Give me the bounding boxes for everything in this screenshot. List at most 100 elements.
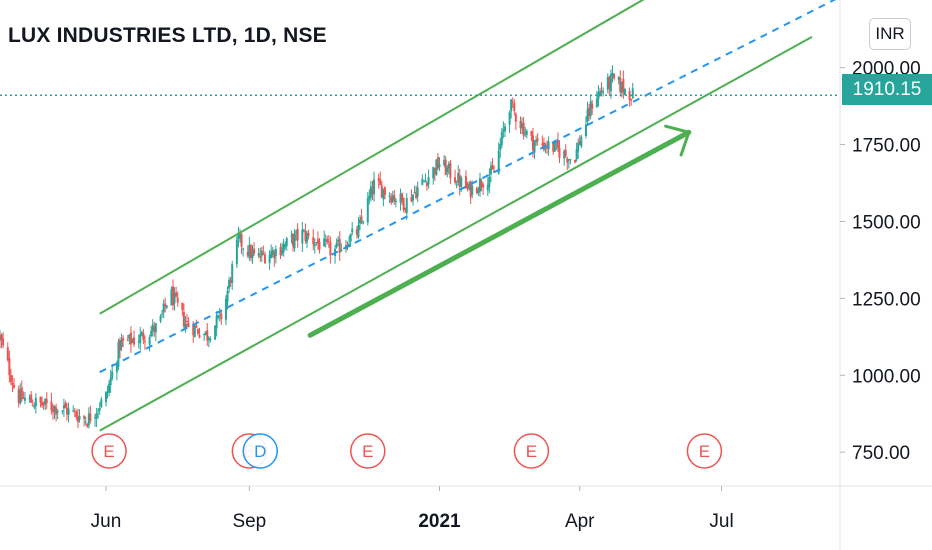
candle-body xyxy=(53,406,56,411)
candle-body xyxy=(237,234,240,240)
candle-body xyxy=(500,131,503,146)
candle-body xyxy=(51,409,54,413)
candle-body xyxy=(580,136,583,147)
event-marker-letter: D xyxy=(254,442,266,461)
candle-body xyxy=(19,389,22,404)
candle-body xyxy=(259,255,262,258)
candle-body xyxy=(595,98,598,108)
candle-body xyxy=(359,219,361,224)
candle-body xyxy=(533,142,536,152)
candle-body xyxy=(454,177,457,183)
candle-body xyxy=(323,238,326,247)
candle-body xyxy=(591,103,594,109)
candle-body xyxy=(435,159,438,176)
candle-body xyxy=(577,142,580,152)
candle-body xyxy=(239,233,241,237)
candle-body xyxy=(128,334,131,339)
candle-body xyxy=(226,291,229,303)
candle-body xyxy=(151,324,154,332)
candle-body xyxy=(469,181,472,198)
candle-body xyxy=(139,333,142,344)
candle-body xyxy=(142,332,145,340)
candle-body xyxy=(567,159,570,161)
candle-body xyxy=(491,164,494,170)
candle-body xyxy=(196,329,199,334)
candle-body xyxy=(162,303,165,313)
candle-body xyxy=(499,144,502,151)
candle-body xyxy=(66,408,69,415)
candle-body xyxy=(257,253,260,256)
candle-body xyxy=(253,248,256,254)
candle-body xyxy=(220,313,223,320)
candle-body xyxy=(340,249,343,252)
candle-body xyxy=(315,242,318,244)
candle-body xyxy=(433,168,436,175)
candle-body xyxy=(415,192,418,198)
candle-body xyxy=(369,186,372,198)
candle-body xyxy=(393,195,396,201)
candle-body xyxy=(619,77,622,92)
candle-body xyxy=(173,293,176,304)
candle-body xyxy=(89,413,92,421)
candle-body xyxy=(391,195,394,202)
candle-body xyxy=(355,229,358,235)
candle-body xyxy=(401,193,404,201)
candle-body xyxy=(282,244,285,253)
candle-body xyxy=(301,229,304,244)
candle-body xyxy=(608,77,611,89)
candle-body xyxy=(76,417,79,423)
candle-body xyxy=(129,332,132,345)
candle-body xyxy=(623,88,626,95)
candle-body xyxy=(302,230,305,232)
candle-body xyxy=(531,135,534,151)
candle-body xyxy=(204,331,207,335)
candle-body xyxy=(558,147,561,158)
candle-body xyxy=(411,194,414,201)
candle-body xyxy=(304,231,307,241)
candle-body xyxy=(268,255,271,264)
currency-button[interactable]: INR xyxy=(869,18,911,50)
event-marker-letter: E xyxy=(699,442,710,461)
candle-body xyxy=(312,237,315,245)
candle-body xyxy=(436,157,439,169)
candle-body xyxy=(349,234,352,242)
candle-body xyxy=(209,339,212,341)
candle-body xyxy=(122,337,125,341)
candle-body xyxy=(413,191,416,193)
candle-body xyxy=(444,160,447,175)
candle-body xyxy=(575,148,578,160)
x-tick-label: Sep xyxy=(232,511,266,532)
candle-body xyxy=(182,312,185,327)
candle-body xyxy=(380,185,383,198)
candle-body xyxy=(235,239,238,265)
candle-body xyxy=(187,323,190,327)
candle-body xyxy=(262,253,265,255)
chart-title: LUX INDUSTRIES LTD, 1D, NSE xyxy=(8,24,327,47)
candle-body xyxy=(13,385,16,388)
candle-body xyxy=(468,183,471,190)
x-tick-label: 2021 xyxy=(418,511,461,532)
candle-body xyxy=(460,177,463,187)
candle-body xyxy=(555,142,558,144)
candle-body xyxy=(30,394,33,403)
candle-body xyxy=(399,193,402,203)
candle-body xyxy=(131,339,134,343)
candle-body xyxy=(154,323,157,333)
candle-body xyxy=(458,175,461,188)
candle-body xyxy=(195,325,198,328)
candle-body xyxy=(357,224,360,238)
candle-body xyxy=(394,200,397,203)
y-tick-label: 750.00 xyxy=(852,443,910,464)
candle-body xyxy=(373,179,376,195)
event-marker-letter: E xyxy=(526,442,537,461)
candle-body xyxy=(521,123,524,129)
candle-body xyxy=(0,335,1,340)
candle-body xyxy=(541,143,544,146)
candlestick-series xyxy=(0,65,634,429)
candle-body xyxy=(83,416,86,419)
y-tick-label: 1500.00 xyxy=(852,212,921,233)
candle-body xyxy=(279,247,282,256)
candle-body xyxy=(377,178,380,181)
candle-body xyxy=(338,238,341,254)
